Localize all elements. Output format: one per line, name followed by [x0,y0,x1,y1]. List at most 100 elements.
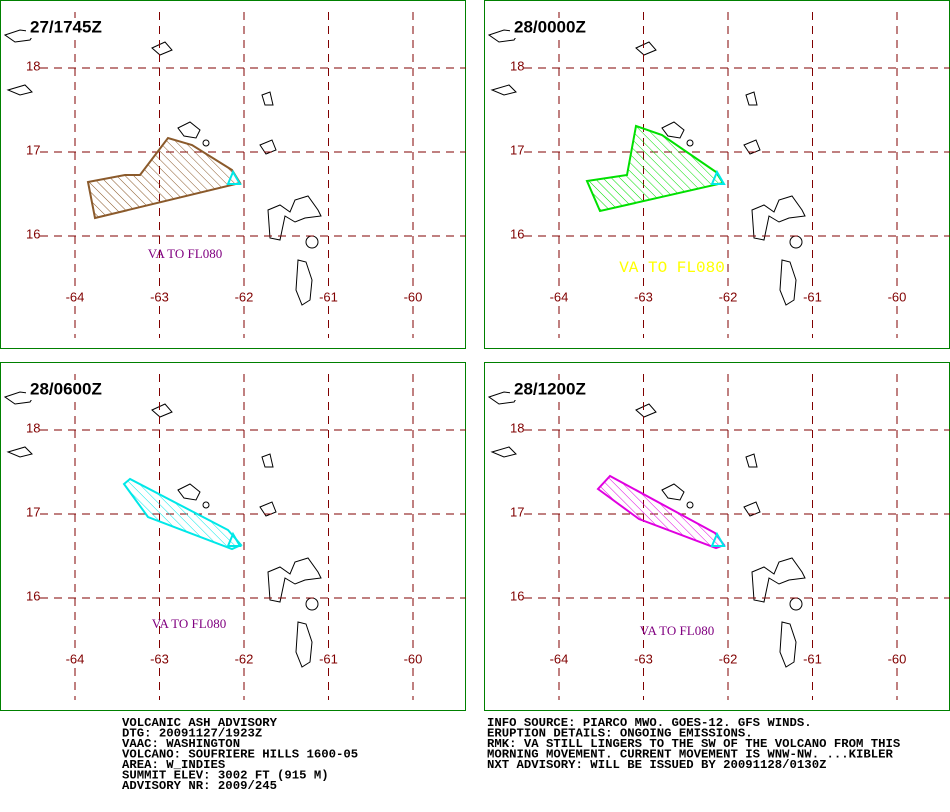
coastline [202,501,210,509]
volcano-marker [226,169,242,185]
coastline [305,235,319,249]
advisory-line: VAAC: WASHINGTON [122,737,240,751]
latitude-label: 17 [26,142,40,157]
coastline [779,259,797,306]
longitude-label: -63 [634,289,653,304]
longitude-label: -60 [888,289,907,304]
advisory-line: ADVISORY NR: 2009/245 [122,779,277,793]
ash-area [585,124,725,213]
label-bg [631,289,656,305]
coastline [177,121,201,139]
latitude-label: 16 [510,226,524,241]
label-bg [26,380,106,400]
longitude-label: -62 [235,289,254,304]
coastline [635,403,657,418]
label-bg [547,651,571,667]
label-bg [316,651,341,667]
advisory-line: DTG: 20091127/1923Z [122,727,262,741]
coastline [261,453,274,468]
advisory-line: SUMMIT ELEV: 3002 FT (915 M) [122,769,329,783]
advisory-line: ERUPTION DETAILS: ONGOING EMISSIONS. [487,727,753,741]
coastline [789,597,803,611]
coastline [305,597,319,611]
label-bg [401,651,425,667]
latitude-label: 16 [510,588,524,603]
longitude-label: -61 [803,651,822,666]
volcano-marker [710,169,726,185]
advisory-line: INFO SOURCE: PIARCO MWO. GOES-12. GFS WI… [487,716,812,730]
longitude-label: -62 [719,289,738,304]
coastline [6,446,33,458]
coastline [151,41,173,56]
coastline [661,121,685,139]
label-bg [510,18,590,38]
latitude-label: 18 [26,58,40,73]
label-bg [716,289,740,305]
label-bg [510,380,590,400]
coastline [635,41,657,56]
advisory-line: MORNING MOVEMENT. CURRENT MOVEMENT IS WN… [487,748,893,762]
coastline [177,483,201,501]
coastline [743,501,761,517]
latitude-label: 16 [26,588,40,603]
longitude-label: -61 [319,651,338,666]
coastline [6,84,33,96]
coastline [745,91,758,106]
coastline [661,483,685,501]
longitude-label: -63 [150,651,169,666]
coastline [259,139,277,155]
latitude-label: 18 [510,58,524,73]
label-bg [800,289,825,305]
label-bg [147,289,172,305]
label-bg [716,651,740,667]
coastline [779,621,797,668]
label-bg [316,289,341,305]
coastline [295,259,313,306]
coastline [295,621,313,668]
coastline [751,557,806,603]
label-bg [232,651,256,667]
label-bg [631,651,656,667]
longitude-label: -64 [66,651,85,666]
longitude-label: -61 [803,289,822,304]
longitude-label: -64 [550,651,569,666]
coastline [259,501,277,517]
label-bg [800,651,825,667]
label-bg [147,651,172,667]
coastline [202,139,210,147]
ash-level-label: VA TO FL080 [148,246,222,261]
ash-level-label: VA TO FL080 [640,623,714,638]
valid-time: 27/1745Z [30,17,102,36]
latitude-label: 16 [26,226,40,241]
coastline [686,139,694,147]
volcano-marker [710,531,726,547]
label-bg [885,289,909,305]
map-panel: 18 17 16 -64 -63 -62 -61 -60 28/1200Z VA TO FL080 [484,362,950,711]
coastline [490,446,517,458]
advisory-line: AREA: W_INDIES [122,758,225,772]
ash-level-label: VA TO FL080 [619,259,725,277]
latitude-label: 18 [510,420,524,435]
valid-time: 28/0600Z [30,379,102,398]
label-bg [26,18,106,38]
coastline [267,557,322,603]
longitude-label: -63 [634,651,653,666]
longitude-label: -63 [150,289,169,304]
longitude-label: -61 [319,289,338,304]
advisory-line: NXT ADVISORY: WILL BE ISSUED BY 20091128… [487,758,826,772]
coastline [743,139,761,155]
latitude-label: 18 [26,420,40,435]
label-bg [63,651,87,667]
coastline [789,235,803,249]
coastline [151,403,173,418]
coastline [267,195,322,241]
advisory-line: RMK: VA STILL LINGERS TO THE SW OF THE V… [487,737,900,751]
longitude-label: -62 [235,651,254,666]
latitude-label: 17 [510,142,524,157]
coastline [490,84,517,96]
volcano-marker [226,531,242,547]
coastline [745,453,758,468]
coastline [686,501,694,509]
